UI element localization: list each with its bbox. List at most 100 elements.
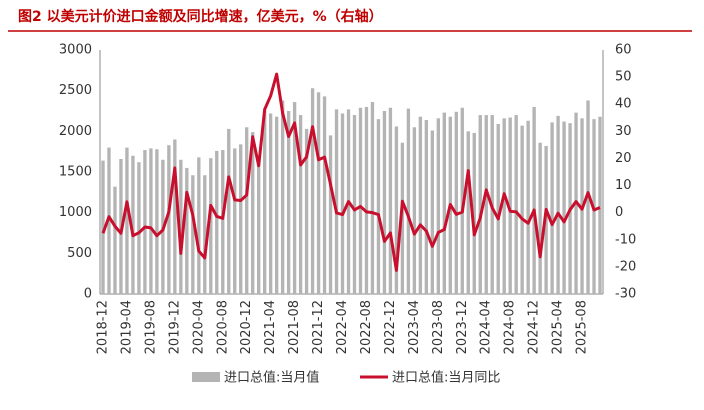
bar	[532, 106, 536, 294]
bar	[203, 175, 207, 294]
bar	[113, 186, 117, 294]
bar	[424, 119, 429, 295]
bar	[167, 145, 171, 294]
bar	[406, 108, 411, 294]
bar	[125, 147, 129, 294]
x-tick-label: 2025-08	[575, 300, 590, 354]
y2-tick-label: 60	[615, 43, 632, 58]
bar	[472, 132, 476, 294]
bar	[179, 159, 183, 294]
bar	[251, 132, 255, 294]
legend-label: 进口总值:当月同比	[392, 370, 500, 386]
bar	[274, 116, 279, 295]
bar	[436, 118, 441, 294]
y2-tick-label: -30	[615, 287, 636, 302]
bar	[292, 102, 297, 294]
bar	[496, 124, 500, 294]
bar	[388, 107, 393, 294]
bar	[514, 115, 518, 294]
y-tick-label: 0	[84, 287, 92, 302]
bar	[334, 109, 339, 294]
bar	[322, 96, 327, 294]
bar	[137, 162, 141, 294]
y2-tick-label: 10	[615, 178, 632, 193]
x-tick-label: 2023-08	[431, 300, 446, 354]
bar	[484, 115, 488, 294]
bar	[460, 107, 464, 294]
y2-tick-label: -20	[615, 259, 636, 274]
x-tick-label: 2019-12	[167, 300, 182, 354]
bar	[382, 111, 387, 294]
y2-tick-label: -10	[615, 232, 636, 247]
bar	[209, 158, 213, 294]
chart-title: 图2 以美元计价进口金额及同比增速，亿美元，%（右轴）	[18, 8, 383, 25]
bar	[376, 119, 381, 294]
bar	[197, 157, 201, 294]
bar	[598, 116, 602, 295]
bar	[442, 112, 446, 294]
bar	[155, 149, 159, 294]
y2-tick-label: 20	[615, 151, 632, 166]
bar	[520, 125, 524, 294]
bar	[173, 139, 177, 294]
x-tick-label: 2022-12	[383, 300, 398, 354]
y-tick-label: 500	[67, 246, 92, 261]
bar	[143, 150, 147, 294]
bar	[508, 117, 512, 294]
bar	[352, 115, 357, 294]
legend-swatch	[192, 372, 220, 382]
bar	[478, 115, 482, 294]
y-tick-label: 3000	[59, 43, 92, 58]
x-tick-label: 2020-12	[239, 300, 254, 354]
y2-tick-label: 0	[615, 205, 623, 220]
y-tick-label: 1500	[59, 165, 92, 180]
x-tick-label: 2022-04	[335, 300, 350, 354]
bar	[412, 127, 417, 295]
x-tick-label: 2019-04	[119, 300, 134, 354]
bar	[586, 100, 590, 294]
bar	[191, 175, 195, 294]
y-tick-label: 2500	[59, 83, 92, 98]
bar	[328, 135, 333, 294]
bar	[149, 148, 153, 294]
x-tick-label: 2023-04	[407, 300, 422, 354]
x-tick-label: 2021-12	[311, 300, 326, 354]
bar	[262, 110, 267, 294]
bar	[185, 167, 189, 294]
bar	[245, 127, 249, 295]
bar	[556, 115, 560, 294]
bar	[394, 126, 399, 294]
x-tick-label: 2024-04	[479, 300, 494, 354]
bar	[454, 111, 458, 295]
x-tick-label: 2020-04	[191, 300, 206, 354]
x-tick-label: 2021-04	[263, 300, 278, 354]
bar	[227, 128, 231, 294]
bar	[268, 113, 273, 294]
y2-tick-label: 50	[615, 70, 632, 85]
bar	[286, 111, 291, 294]
bar	[538, 142, 542, 294]
x-tick-label: 2024-12	[527, 300, 542, 354]
y2-tick-label: 30	[615, 124, 632, 139]
x-tick-label: 2025-04	[551, 300, 566, 354]
bar	[215, 150, 219, 294]
x-tick-label: 2024-08	[503, 300, 518, 354]
bar	[364, 106, 369, 294]
y2-tick-label: 40	[615, 97, 632, 112]
x-tick-label: 2022-08	[359, 300, 374, 354]
bar	[418, 116, 423, 295]
bar	[562, 121, 566, 294]
x-tick-label: 2018-12	[95, 300, 110, 354]
bar	[131, 155, 135, 294]
bar	[466, 131, 470, 294]
bar	[430, 130, 435, 294]
bar	[358, 107, 363, 294]
bar	[370, 102, 375, 294]
bar	[221, 150, 225, 294]
bar	[298, 115, 303, 294]
bar	[101, 160, 105, 294]
bar	[239, 144, 243, 294]
y-tick-label: 2000	[59, 124, 92, 139]
bar	[316, 92, 321, 294]
